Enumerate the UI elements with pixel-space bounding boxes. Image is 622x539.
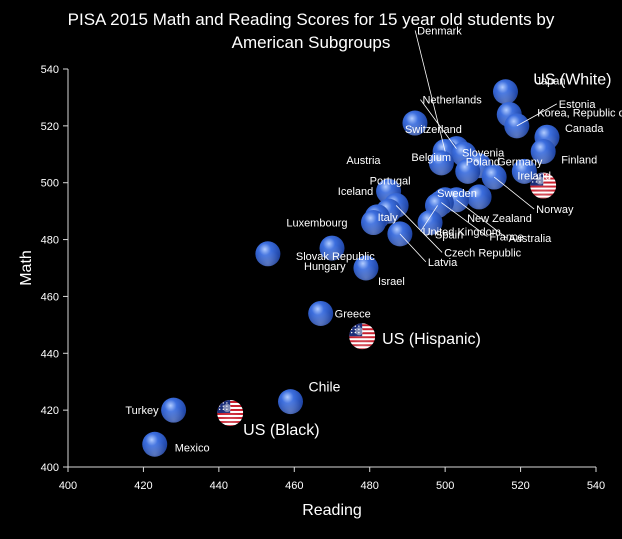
- point-label-israel: Israel: [378, 276, 405, 288]
- point-label-mexico: Mexico: [175, 442, 210, 454]
- x-tick-label: 440: [210, 480, 228, 492]
- point-label-austria: Austria: [346, 155, 381, 167]
- x-tick-label: 460: [285, 480, 303, 492]
- point-label-switzerland: Switzerland: [405, 124, 462, 136]
- leader-line: [414, 30, 446, 152]
- bubble-gloss: [402, 110, 428, 136]
- y-tick-label: 500: [41, 178, 59, 190]
- point-label-us-white: US (White): [533, 72, 611, 89]
- y-tick-label: 420: [41, 405, 59, 417]
- point-label-poland: Poland: [466, 156, 500, 168]
- leader-line: [395, 205, 443, 253]
- y-tick-label: 400: [41, 462, 59, 474]
- point-label-czech-republic: Czech Republic: [444, 247, 522, 259]
- point-label-finland: Finland: [561, 154, 597, 166]
- bubble-gloss: [530, 138, 556, 164]
- point-label-latvia: Latvia: [428, 257, 458, 269]
- bubble-gloss: [428, 150, 454, 176]
- bubble-gloss: [504, 113, 530, 139]
- y-tick-label: 480: [41, 235, 59, 247]
- flag-highlight: [355, 327, 364, 336]
- chart-title-line-1: PISA 2015 Math and Reading Scores for 15…: [67, 10, 555, 29]
- leader-line: [456, 199, 507, 239]
- point-label-slovak-republic: Slovak Republic: [296, 251, 375, 263]
- bubble-gloss: [308, 300, 334, 326]
- bubble-gloss: [417, 210, 443, 236]
- bubble-gloss: [492, 79, 518, 105]
- chart-title-line-2: American Subgroups: [231, 33, 391, 52]
- point-label-portugal: Portugal: [370, 175, 411, 187]
- flag-gloss: [217, 399, 244, 426]
- point-label-greece: Greece: [335, 308, 371, 320]
- bubble-gloss: [353, 255, 379, 281]
- point-label-iceland: Iceland: [338, 186, 373, 198]
- leader-line: [399, 233, 427, 263]
- leader-line: [493, 176, 535, 210]
- point-label-korea-republic-of: Korea, Republic of: [537, 107, 622, 119]
- x-tick-label: 400: [59, 480, 77, 492]
- x-tick-label: 540: [587, 480, 605, 492]
- point-label-ireland: Ireland: [517, 170, 551, 182]
- point-label-belgium: Belgium: [411, 152, 451, 164]
- flag-gloss: [530, 172, 557, 199]
- leader-line: [420, 205, 438, 232]
- flag-star: [218, 402, 221, 404]
- point-label-hungary: Hungary: [304, 261, 346, 273]
- flag-highlight: [223, 403, 232, 412]
- bubble-gloss: [466, 184, 492, 210]
- bubble-gloss: [511, 158, 537, 184]
- bubble-gloss: [360, 210, 386, 236]
- x-axis-label: Reading: [302, 502, 362, 519]
- y-tick-label: 440: [41, 348, 59, 360]
- leader-line: [516, 103, 557, 127]
- y-tick-label: 460: [41, 291, 59, 303]
- point-label-netherlands: Netherlands: [422, 95, 482, 107]
- y-axis-label: Math: [18, 250, 35, 286]
- point-label-france: France: [489, 232, 523, 244]
- flag-highlight: [536, 176, 545, 185]
- point-label-estonia: Estonia: [559, 99, 597, 111]
- bubble-gloss: [278, 389, 304, 415]
- y-tick-label: 520: [41, 121, 59, 133]
- point-label-italy: Italy: [378, 212, 399, 224]
- point-label-new-zealand: New Zealand: [467, 213, 532, 225]
- point-label-spain: Spain: [435, 230, 463, 242]
- point-label-denmark: Denmark: [417, 25, 462, 37]
- flag-marker-us-white: [530, 172, 557, 199]
- bubble-gloss: [161, 397, 187, 423]
- x-tick-label: 520: [511, 480, 529, 492]
- flag-marker-us-black: [217, 399, 244, 426]
- x-tick-label: 500: [436, 480, 454, 492]
- point-label-us-hispanic: US (Hispanic): [382, 331, 481, 348]
- point-label-japan: Japan: [535, 76, 565, 88]
- point-label-norway: Norway: [536, 204, 574, 216]
- leader-line: [441, 202, 488, 237]
- point-label-australia: Australia: [508, 233, 552, 245]
- point-label-canada: Canada: [565, 123, 604, 135]
- point-label-luxembourg: Luxembourg: [286, 218, 347, 230]
- point-label-slovenia: Slovenia: [462, 147, 505, 159]
- bubble-gloss: [319, 235, 345, 261]
- flag-marker-us-hispanic: [349, 323, 376, 350]
- flag-gloss: [349, 323, 376, 350]
- flag-star: [350, 325, 353, 327]
- point-label-germany: Germany: [497, 157, 543, 169]
- point-label-chile: Chile: [309, 379, 341, 395]
- bubble-gloss: [455, 158, 481, 184]
- bubble-gloss: [255, 241, 281, 267]
- point-label-united-kingdom: United Kingdom: [423, 226, 501, 238]
- x-tick-label: 480: [361, 480, 379, 492]
- bubble-gloss: [142, 431, 168, 457]
- point-label-us-black: US (Black): [243, 422, 319, 439]
- x-tick-label: 420: [134, 480, 152, 492]
- point-label-turkey: Turkey: [125, 405, 159, 417]
- point-label-sweden: Sweden: [437, 188, 477, 200]
- y-tick-label: 540: [41, 64, 59, 76]
